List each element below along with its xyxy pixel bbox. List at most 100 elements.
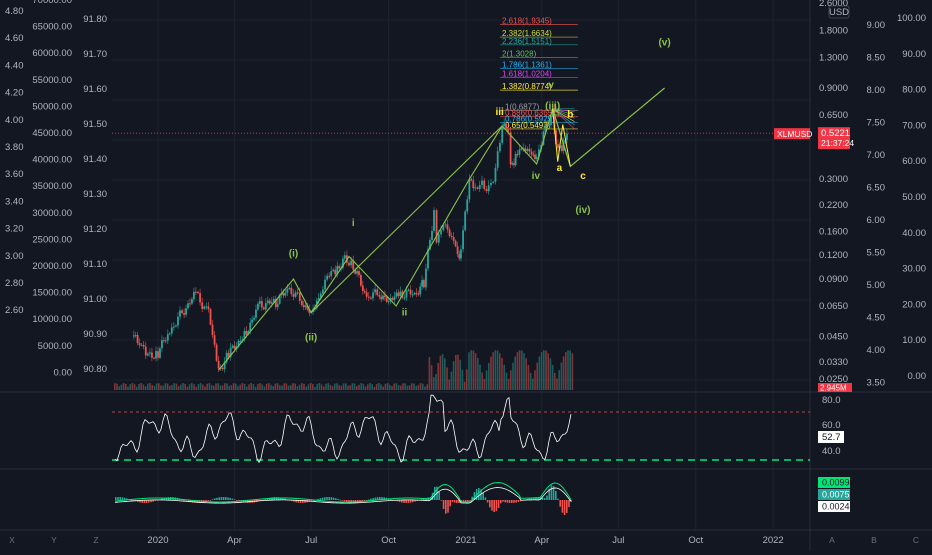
macd-bar: [330, 497, 333, 500]
axis-button[interactable]: B: [871, 535, 877, 545]
macd-bar: [445, 500, 447, 514]
macd-bar: [515, 500, 517, 503]
volume-scale-tick: 50000.00: [32, 101, 72, 112]
macd-bar: [132, 500, 135, 501]
volume-bar: [133, 384, 136, 390]
right-far-scale-tick: 20.00: [902, 299, 926, 310]
volume-bar: [127, 386, 129, 390]
macd-bar: [420, 499, 423, 501]
volume-bar: [147, 383, 149, 390]
volume-bar: [195, 386, 197, 390]
volume-bar: [219, 385, 222, 390]
wave-channel: [310, 125, 503, 314]
volume-bar: [338, 385, 340, 390]
volume-bar: [254, 386, 257, 390]
volume-bar: [353, 383, 356, 390]
macd-bar: [372, 498, 374, 500]
volume-bar: [340, 385, 343, 390]
log-scale-tick: 0.0450: [819, 331, 848, 342]
volume-bar: [224, 383, 226, 390]
volume-bar: [237, 386, 239, 390]
volume-bar: [501, 358, 503, 390]
volume-bar: [221, 385, 224, 390]
volume-bar: [556, 378, 558, 390]
right-scale-tick: 7.50: [867, 118, 886, 129]
volume-bar: [415, 386, 417, 390]
volume-bar: [331, 386, 334, 390]
macd-bar: [229, 497, 231, 500]
macd-bar: [442, 500, 445, 510]
volume-bar: [248, 384, 250, 390]
macd-bar: [471, 496, 473, 500]
volume-bar: [356, 386, 358, 390]
index-scale-tick: 91.40: [83, 154, 107, 165]
volume-bar: [369, 383, 371, 390]
volume-bar: [441, 354, 444, 390]
macd-bar: [484, 497, 487, 500]
wave-label: (i): [289, 249, 298, 260]
wave-path: [218, 108, 554, 371]
macd-bar: [381, 497, 383, 500]
axis-button[interactable]: X: [9, 535, 15, 545]
macd-bar: [117, 497, 119, 500]
macd-bar: [297, 500, 300, 503]
volume-bar: [428, 357, 431, 390]
macd-bar: [163, 497, 165, 500]
volume-bar: [305, 386, 307, 390]
macd-bar: [390, 499, 392, 500]
axis-button[interactable]: A: [829, 535, 835, 545]
axis-button[interactable]: Y: [51, 535, 57, 545]
volume-scale-tick: 5000.00: [38, 341, 72, 352]
volume-bar: [492, 352, 494, 390]
far-left-tick: 3.60: [5, 169, 24, 180]
axis-button[interactable]: C: [913, 535, 919, 545]
macd-bar: [324, 497, 326, 500]
macd-bar: [414, 500, 416, 502]
axis-button[interactable]: Z: [93, 535, 98, 545]
macd-bar: [288, 500, 291, 501]
macd-bar: [464, 500, 467, 503]
volume-bar: [213, 385, 215, 390]
log-scale-tick: 2.6000: [819, 0, 848, 9]
macd-line: [114, 482, 572, 503]
macd-bar: [438, 491, 440, 500]
macd-bar: [528, 498, 531, 500]
right-scale-tick: 8.50: [867, 53, 886, 64]
volume-bar: [457, 354, 459, 390]
fib-fan: [552, 108, 575, 122]
macd-bar: [326, 497, 328, 500]
fib-fan: [552, 108, 575, 119]
right-far-scale-tick: 10.00: [902, 335, 926, 346]
macd-bar: [495, 500, 498, 512]
log-scale-tick: 0.2200: [819, 200, 848, 211]
macd-bar: [491, 500, 493, 511]
volume-bar: [252, 384, 255, 390]
volume-bar: [499, 353, 501, 390]
macd-bar: [302, 500, 304, 503]
volume-bar: [180, 384, 182, 390]
right-far-scale-tick: 30.00: [902, 264, 926, 275]
volume-bar: [149, 383, 151, 390]
volume-bar: [204, 386, 206, 390]
volume-bar: [175, 383, 178, 390]
macd-bar: [282, 498, 284, 500]
volume-bar: [523, 353, 525, 390]
fib-label: 1.382(0.8774): [502, 82, 552, 91]
volume-bar: [397, 385, 400, 390]
volume-bar: [435, 374, 437, 390]
rsi-line: [114, 394, 572, 464]
fib-label: 1(0.6877): [505, 102, 540, 111]
volume-bar: [125, 383, 127, 390]
volume-bar: [547, 353, 549, 390]
volume-bar: [395, 383, 398, 390]
fib-label: 0.65(0.5493): [505, 121, 551, 130]
volume-bar: [408, 385, 411, 390]
macd-bar: [566, 500, 568, 513]
volume-bar: [481, 372, 483, 390]
volume-bar: [197, 383, 200, 390]
volume-bar: [448, 379, 450, 390]
wave-label: (iv): [575, 205, 590, 216]
index-scale-tick: 90.80: [83, 364, 107, 375]
wave-label: iv: [532, 171, 541, 182]
